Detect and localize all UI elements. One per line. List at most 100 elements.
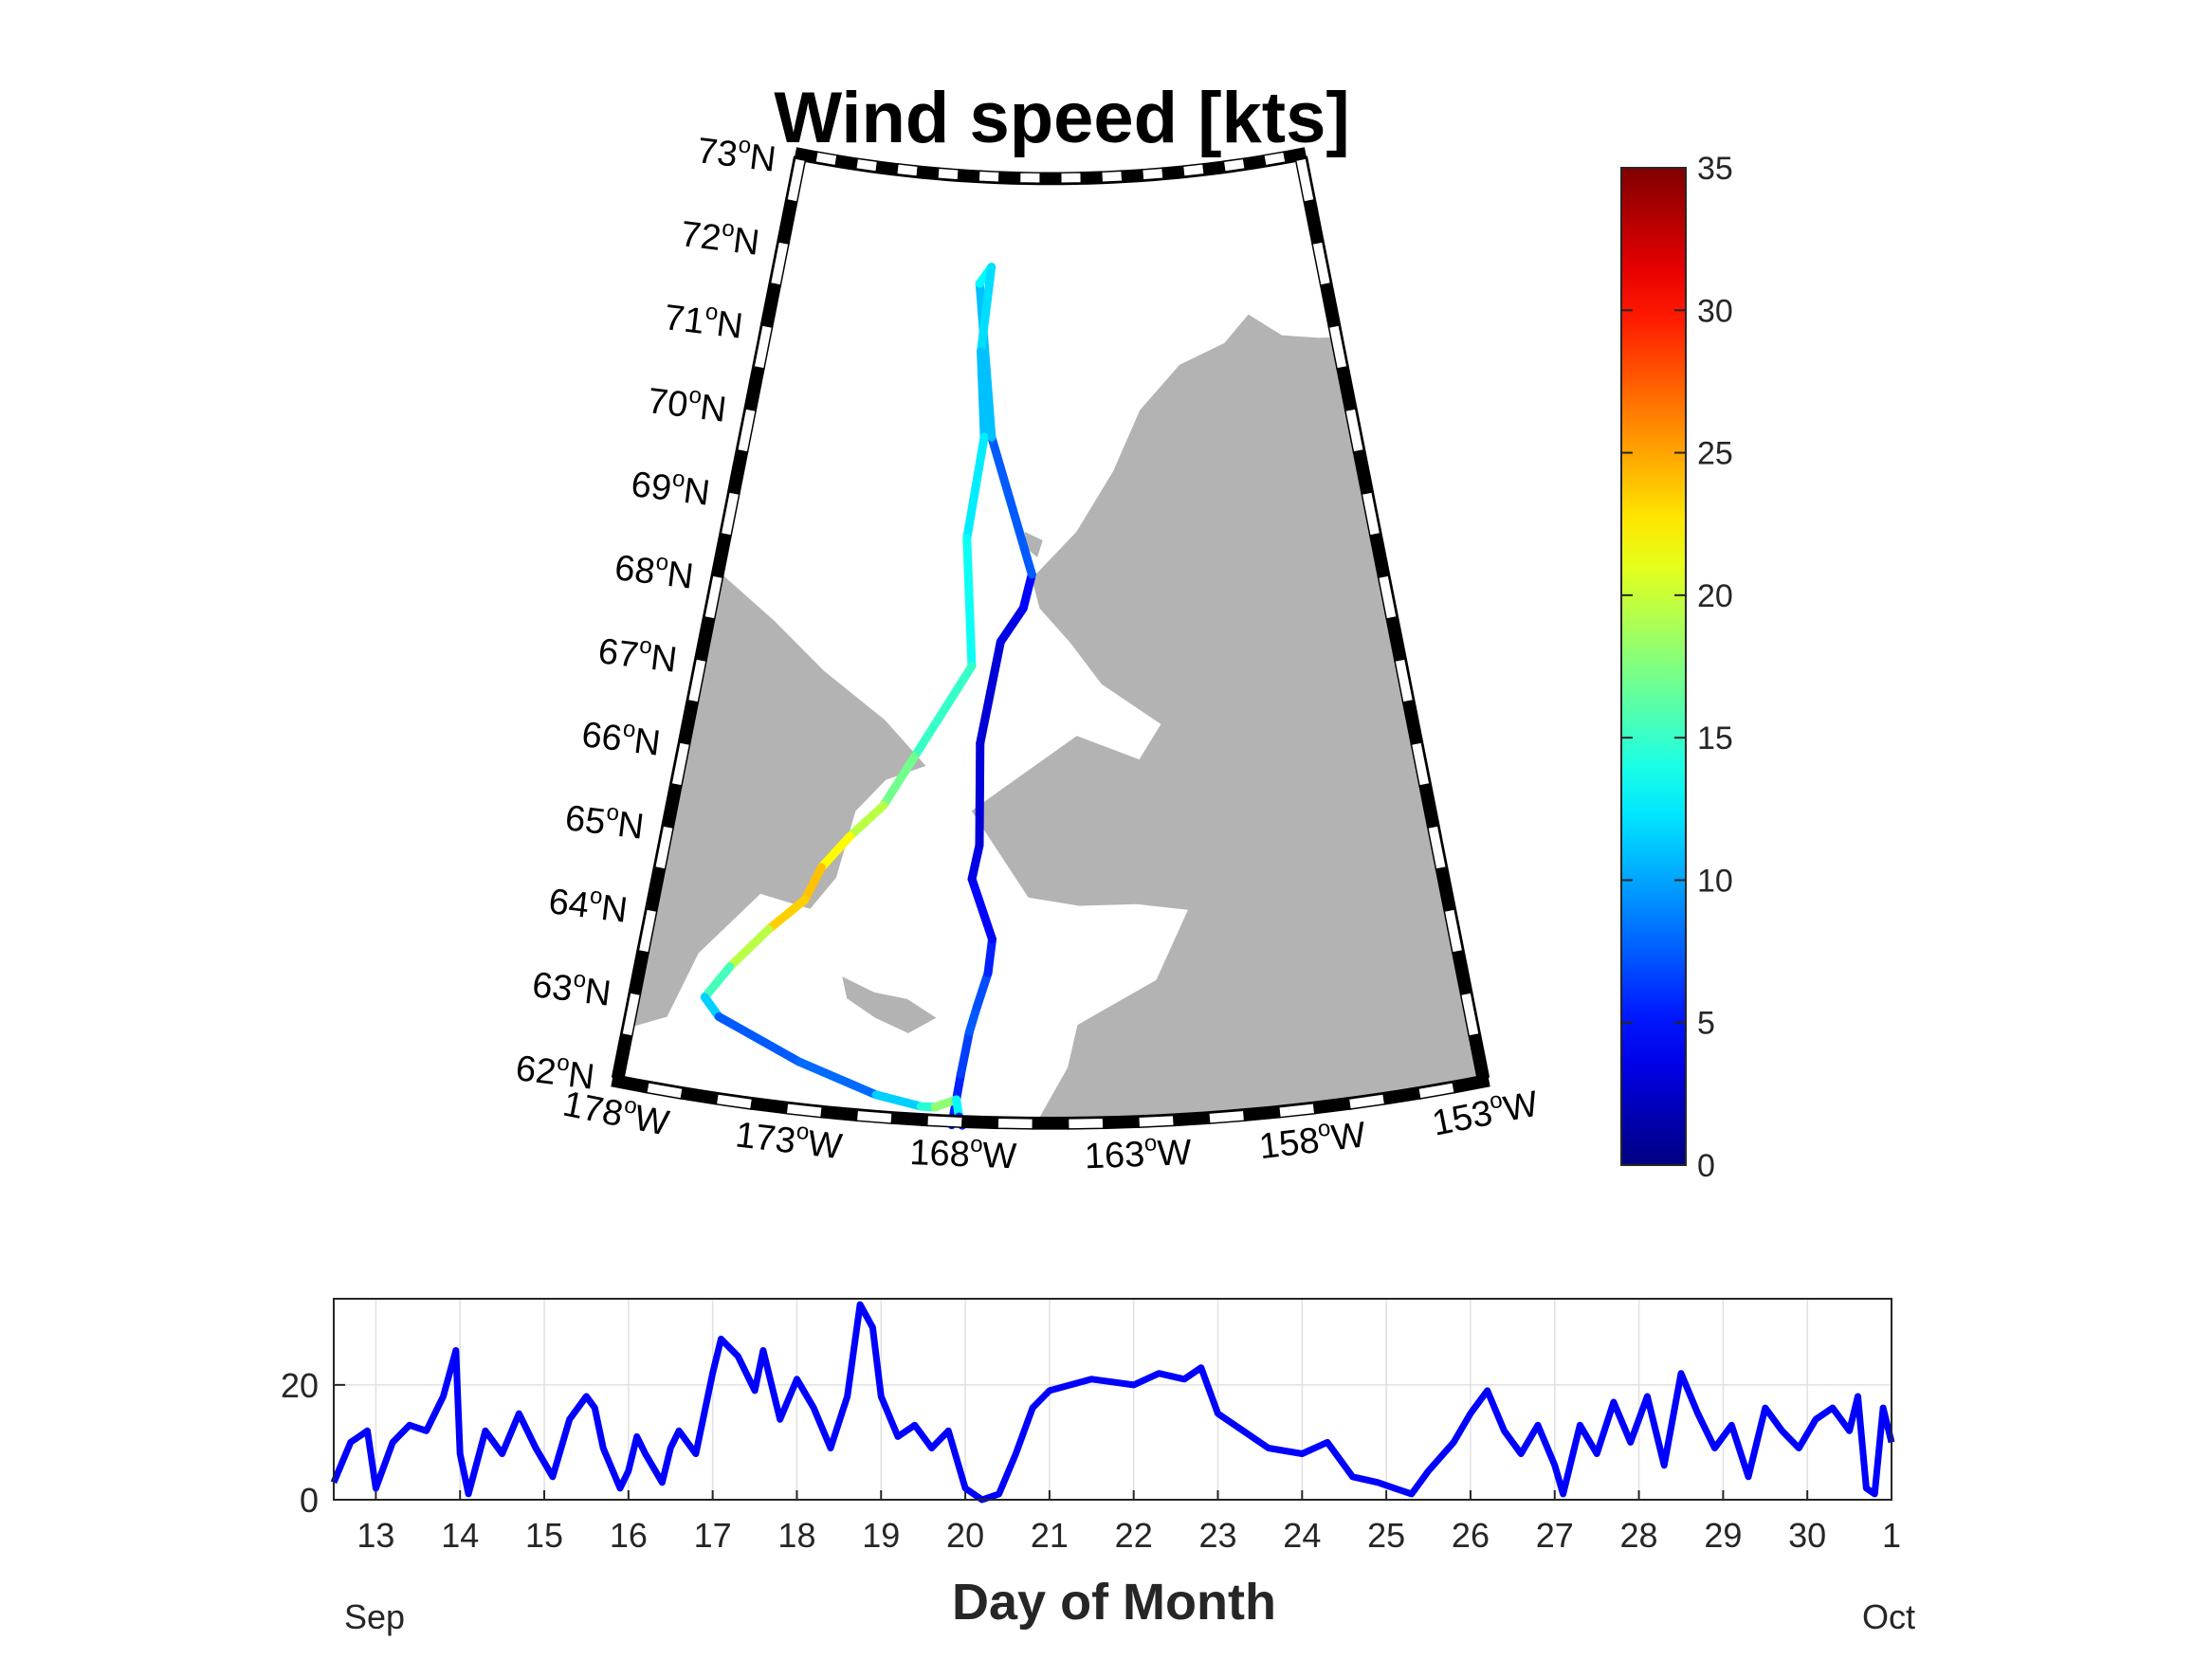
lat-tick-label: 64oN (546, 878, 630, 931)
frame-band (1137, 1114, 1176, 1128)
track-segment (910, 662, 977, 761)
x-tick-label: 15 (525, 1516, 563, 1555)
colorbar-tick-label: 20 (1697, 578, 1733, 614)
frame-band (1032, 1118, 1069, 1130)
track-segment (871, 1090, 925, 1111)
timeseries-frame (333, 1298, 1892, 1501)
lon-tick-label: 158oW (1256, 1111, 1367, 1167)
frame-band (1059, 172, 1083, 185)
track-segment (962, 432, 989, 543)
x-tick-label: 30 (1788, 1516, 1826, 1555)
frame-band (957, 169, 980, 182)
colorbar: 0 5 10 15 20 25 30 35 (1620, 151, 1733, 1184)
track-segment (700, 962, 735, 1002)
track-segment (1018, 570, 1036, 613)
track-segment (987, 432, 1036, 579)
x-tick-label: 23 (1198, 1516, 1236, 1555)
lat-tick-label: 71oN (662, 294, 745, 347)
x-axis-label: Day of Month (952, 1574, 1276, 1631)
frame-band (916, 165, 940, 180)
lat-tick-label: 67oN (596, 628, 680, 681)
x-tick-label: 24 (1283, 1516, 1321, 1555)
frame-band (1173, 1112, 1211, 1127)
track-segment (725, 924, 774, 972)
x-tick-label: 14 (441, 1516, 479, 1555)
track-segment (795, 1057, 881, 1100)
lon-tick-label: 173oW (733, 1111, 844, 1167)
frame-band (1067, 1117, 1105, 1130)
frame-band (1161, 165, 1185, 180)
map-frame-ticks (611, 147, 1490, 1130)
st-lawrence-island (842, 976, 937, 1033)
track-segment (977, 347, 989, 442)
frame-band (890, 1112, 928, 1127)
frame-band (1121, 169, 1144, 182)
track-segment (964, 1002, 981, 1037)
frame-band (1207, 1109, 1246, 1124)
latitude-labels: 62oN63oN64oN65oN66oN67oN68oN69oN70oN71oN… (514, 127, 778, 1098)
frame-band (937, 167, 960, 181)
frame-band (1452, 1075, 1490, 1094)
frame-band (1222, 157, 1247, 173)
map-panel: 62oN63oN64oN65oN66oN67oN68oN69oN70oN71oN… (514, 127, 1542, 1176)
x-tick-label: 28 (1620, 1516, 1658, 1555)
lon-tick-label: 163oW (1084, 1129, 1192, 1176)
lat-tick-label: 69oN (629, 461, 712, 514)
frame-band (875, 160, 899, 175)
y-tick-label: 20 (281, 1366, 319, 1405)
colorbar-tick-label: 10 (1697, 863, 1733, 899)
track-segment (996, 604, 1028, 647)
frame-band (854, 157, 879, 173)
track-segment (800, 863, 826, 904)
frame-band (1283, 147, 1307, 163)
frame-band (1039, 172, 1062, 185)
track-segment (816, 831, 854, 872)
month-start-label: Sep (344, 1597, 405, 1636)
chukotka-landmass (613, 501, 926, 1045)
track-segment (967, 841, 984, 884)
lon-tick-label: 168oW (909, 1129, 1017, 1176)
frame-band (1202, 160, 1226, 175)
frame-band (1141, 167, 1164, 181)
x-tick-label: 1 (1882, 1516, 1901, 1555)
track-segment (879, 752, 920, 811)
lat-tick-label: 73oN (695, 127, 778, 180)
frame-band (1100, 170, 1124, 183)
colorbar-tick-label: 5 (1697, 1006, 1715, 1042)
frame-band (961, 1116, 999, 1130)
track-segment (714, 1012, 804, 1066)
track-segment (975, 279, 996, 442)
lat-tick-label: 72oN (679, 210, 762, 264)
frame-band (1102, 1116, 1140, 1130)
x-tick-label: 21 (1031, 1516, 1069, 1555)
lat-tick-label: 70oN (646, 377, 729, 430)
lat-tick-label: 68oN (612, 544, 696, 597)
x-tick-label: 16 (610, 1516, 648, 1555)
lat-tick-label: 66oN (579, 711, 663, 764)
frame-band (834, 154, 859, 170)
frame-band (855, 1109, 894, 1124)
frame-band (925, 1114, 964, 1128)
map-title: Wind speed [kts] (774, 78, 1349, 158)
track-segment (845, 801, 888, 841)
x-tick-label: 18 (777, 1516, 815, 1555)
x-tick-label: 19 (862, 1516, 900, 1555)
y-tick-label: 0 (300, 1481, 319, 1520)
lat-tick-label: 65oN (563, 794, 647, 848)
track-segment (977, 263, 996, 356)
x-tick-label: 20 (946, 1516, 984, 1555)
track-segment (975, 738, 985, 850)
frame-band (998, 171, 1021, 184)
x-tick-label: 29 (1704, 1516, 1742, 1555)
x-tick-label: 26 (1452, 1516, 1490, 1555)
timeseries-background (334, 1299, 1892, 1500)
wind-speed-series (330, 1301, 1895, 1504)
timeseries-panel: 13 14 15 16 17 18 19 20 21 22 23 24 25 26 27 28 29 30 1 0 20 (281, 1298, 1901, 1555)
x-tick-label: 25 (1367, 1516, 1405, 1555)
frame-band (996, 1117, 1034, 1130)
frame-band (1242, 154, 1267, 170)
x-tick-label: 22 (1115, 1516, 1153, 1555)
frame-band (1018, 172, 1042, 185)
track-segment (972, 969, 993, 1012)
frame-band (895, 162, 920, 177)
